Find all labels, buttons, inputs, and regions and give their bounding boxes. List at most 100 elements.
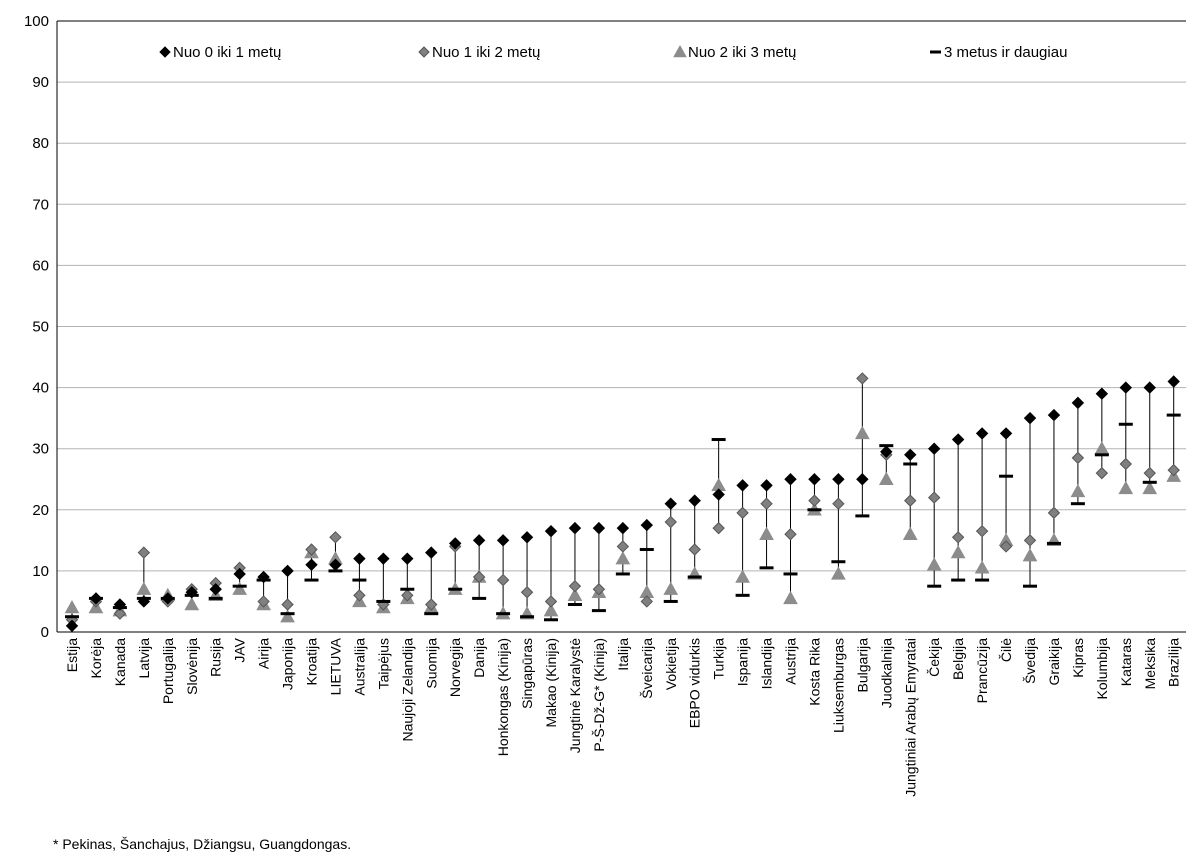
- marker-nuo-2-iki-3: [974, 560, 990, 574]
- marker-nuo-1-iki-2: [520, 586, 534, 599]
- x-category-label: Liuksemburgas: [830, 638, 846, 733]
- x-category-label: Naujoji Zelandija: [399, 638, 415, 742]
- marker-nuo-2-iki-3: [136, 581, 152, 595]
- marker-nuo-1-iki-2: [496, 573, 510, 587]
- marker-nuo-0-iki-1: [927, 442, 941, 455]
- marker-nuo-2-iki-3: [831, 566, 846, 580]
- x-category-label: Australija: [351, 638, 367, 696]
- marker-nuo-1-iki-2: [688, 543, 701, 556]
- x-category-label: LIETUVA: [327, 637, 343, 695]
- y-tick-label: 20: [32, 502, 49, 519]
- x-category-label: Brazilija: [1166, 638, 1182, 687]
- x-category-label: Norvegija: [447, 638, 463, 697]
- marker-nuo-1-iki-2: [1071, 451, 1085, 465]
- y-tick-label: 50: [32, 319, 49, 336]
- legend-marker-nuo-1-iki-2: [418, 46, 430, 58]
- y-tick-label: 30: [32, 441, 49, 458]
- marker-nuo-0-iki-1: [688, 494, 701, 507]
- marker-nuo-1-iki-2: [544, 595, 558, 608]
- marker-nuo-0-iki-1: [520, 531, 534, 544]
- marker-nuo-2-iki-3: [1118, 480, 1134, 495]
- marker-nuo-1-iki-2: [305, 543, 318, 556]
- marker-nuo-1-iki-2: [927, 491, 941, 504]
- marker-nuo-0-iki-1: [496, 534, 510, 547]
- data-markers: [64, 372, 1182, 633]
- x-category-label: Makao (Kinija): [543, 638, 559, 727]
- marker-nuo-1-iki-2: [1047, 506, 1061, 520]
- x-category-label: Kipras: [1070, 638, 1086, 678]
- marker-nuo-0-iki-1: [281, 564, 294, 578]
- x-category-label: Singapūras: [519, 638, 535, 709]
- marker-nuo-2-iki-3: [759, 526, 774, 540]
- marker-nuo-1-iki-2: [1095, 466, 1109, 480]
- marker-nuo-1-iki-2: [832, 497, 845, 510]
- marker-nuo-0-iki-1: [209, 583, 222, 596]
- marker-nuo-2-iki-3: [735, 569, 750, 583]
- x-category-label: Belgija: [950, 638, 966, 680]
- x-category-label: Juodkalnija: [878, 638, 894, 708]
- x-category-label: Kanada: [112, 638, 128, 686]
- marker-nuo-1-iki-2: [257, 595, 270, 608]
- marker-nuo-1-iki-2: [712, 521, 725, 535]
- x-category-label: Turkija: [711, 638, 727, 680]
- legend-label: Nuo 1 iki 2 metų: [432, 44, 540, 61]
- marker-nuo-2-iki-3: [232, 581, 247, 595]
- x-category-label: EBPO vidurkis: [687, 638, 703, 728]
- marker-nuo-2-iki-3: [615, 551, 631, 565]
- y-tick-label: 70: [32, 196, 49, 213]
- marker-nuo-0-iki-1: [329, 558, 342, 571]
- x-category-label: Kolumbija: [1094, 638, 1110, 700]
- y-tick-label: 60: [32, 257, 49, 274]
- x-category-label: Ispanija: [735, 638, 751, 686]
- x-category-label: Čilė: [998, 638, 1014, 662]
- marker-nuo-1-iki-2: [616, 540, 630, 553]
- marker-nuo-1-iki-2: [760, 497, 773, 510]
- marker-nuo-0-iki-1: [1167, 375, 1180, 388]
- x-category-label: Kataras: [1118, 638, 1134, 686]
- marker-nuo-0-iki-1: [640, 518, 654, 532]
- x-category-label: Vokietija: [663, 638, 679, 690]
- marker-nuo-0-iki-1: [616, 521, 630, 535]
- marker-nuo-1-iki-2: [1023, 534, 1037, 547]
- marker-nuo-0-iki-1: [664, 497, 677, 510]
- marker-nuo-0-iki-1: [353, 552, 366, 565]
- marker-nuo-2-iki-3: [878, 471, 894, 485]
- marker-nuo-0-iki-1: [377, 552, 390, 565]
- marker-nuo-1-iki-2: [472, 570, 486, 584]
- marker-nuo-1-iki-2: [401, 589, 414, 602]
- marker-nuo-0-iki-1: [1119, 381, 1133, 394]
- marker-nuo-0-iki-1: [832, 473, 845, 486]
- x-category-label: Italija: [615, 638, 631, 671]
- y-tick-label: 0: [41, 624, 49, 641]
- footnote: * Pekinas, Šanchajus, Džiangsu, Guangdon…: [53, 836, 352, 852]
- marker-nuo-0-iki-1: [89, 592, 103, 605]
- marker-nuo-1-iki-2: [113, 607, 127, 620]
- axis-labels: 0 10 20 30 40 50 60 70 80 90 100 Estija Korėja Kanada…: [24, 13, 1182, 797]
- marker-nuo-2-iki-3: [543, 603, 559, 617]
- x-category-label: Islandija: [759, 638, 775, 690]
- marker-nuo-0-iki-1: [1023, 411, 1037, 425]
- marker-nuo-1-iki-2: [1119, 457, 1133, 471]
- x-category-label: Slovėnija: [184, 638, 200, 695]
- marker-nuo-0-iki-1: [951, 433, 965, 446]
- marker-nuo-0-iki-1: [784, 473, 797, 486]
- marker-nuo-0-iki-1: [185, 586, 198, 599]
- marker-nuo-2-iki-3: [567, 587, 583, 602]
- y-tick-label: 10: [32, 563, 49, 580]
- marker-nuo-2-iki-3: [184, 596, 200, 611]
- legend: Nuo 0 iki 1 metų Nuo 1 iki 2 metų Nuo 2 ik…: [159, 44, 1067, 61]
- marker-nuo-0-iki-1: [880, 445, 893, 458]
- x-category-label: Rusija: [208, 638, 224, 677]
- x-category-label: Danija: [471, 638, 487, 678]
- marker-nuo-0-iki-1: [808, 473, 821, 486]
- x-category-label: Kroatija: [304, 638, 320, 686]
- marker-nuo-2-iki-3: [1022, 548, 1038, 562]
- marker-nuo-1-iki-2: [353, 589, 366, 602]
- marker-nuo-1-iki-2: [592, 583, 606, 596]
- marker-nuo-2-iki-3: [950, 545, 966, 559]
- marker-nuo-1-iki-2: [999, 540, 1013, 553]
- marker-nuo-1-iki-2: [425, 598, 438, 611]
- x-category-label: Meksika: [1142, 638, 1158, 690]
- marker-nuo-1-iki-2: [640, 595, 654, 608]
- legend-marker-nuo-2-iki-3: [673, 44, 687, 58]
